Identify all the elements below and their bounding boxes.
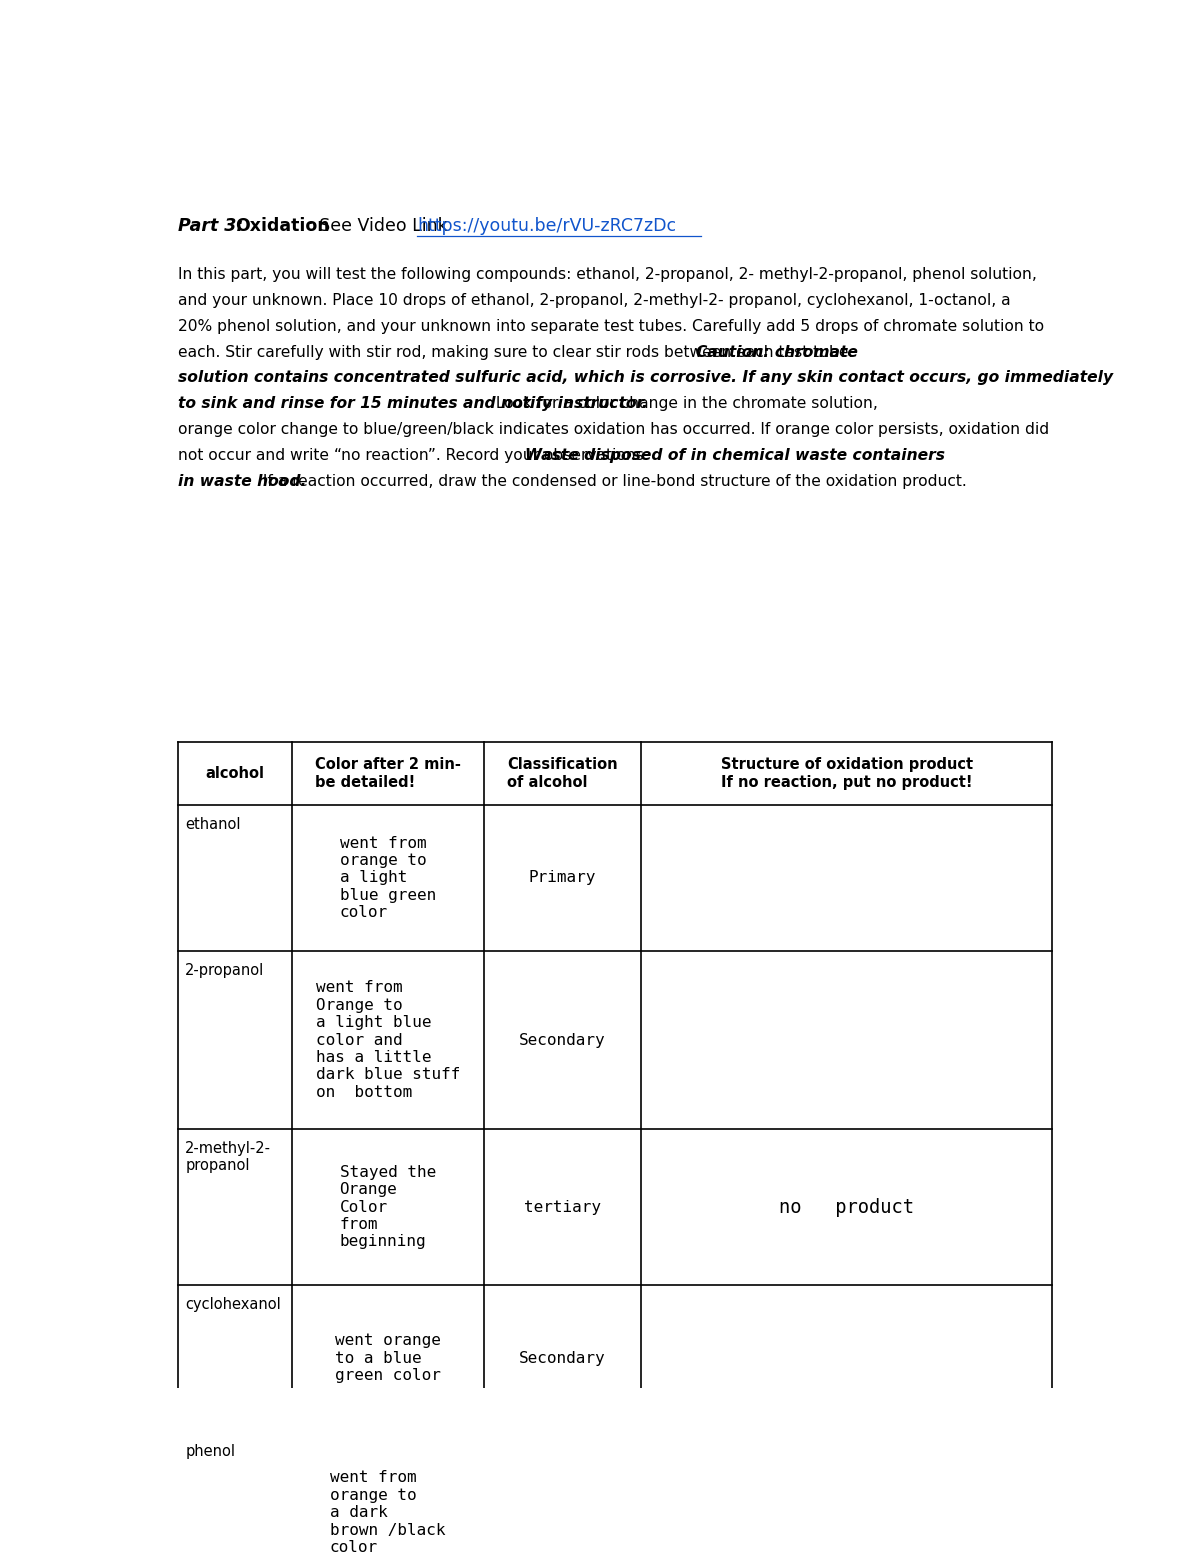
Text: Structure of oxidation product
If no reaction, put no product!: Structure of oxidation product If no rea… (721, 757, 973, 789)
Text: Secondary: Secondary (520, 1351, 606, 1367)
Text: https://youtu.be/rVU-zRC7zDc: https://youtu.be/rVU-zRC7zDc (416, 217, 676, 236)
Text: to sink and rinse for 15 minutes and notify instructor.: to sink and rinse for 15 minutes and not… (178, 396, 648, 412)
Text: 20% phenol solution, and your unknown into separate test tubes. Carefully add 5 : 20% phenol solution, and your unknown in… (178, 318, 1044, 334)
Text: tertiary: tertiary (524, 1200, 601, 1215)
Text: Waste disposed of in chemical waste containers: Waste disposed of in chemical waste cont… (526, 448, 946, 463)
Text: If a reaction occurred, draw the condensed or line-bond structure of the oxidati: If a reaction occurred, draw the condens… (258, 474, 966, 488)
Text: alcohol: alcohol (205, 766, 264, 782)
Text: went orange
to a blue
green color: went orange to a blue green color (335, 1334, 440, 1384)
Text: cyclohexanol: cyclohexanol (185, 1296, 281, 1312)
Text: 2-methyl-2-
propanol: 2-methyl-2- propanol (185, 1140, 271, 1173)
Text: orange color change to blue/green/black indicates oxidation has occurred. If ora: orange color change to blue/green/black … (178, 423, 1049, 437)
Text: solution contains concentrated sulfuric acid, which is corrosive. If any skin co: solution contains concentrated sulfuric … (178, 370, 1114, 385)
Text: and your unknown. Place 10 drops of ethanol, 2-propanol, 2-methyl-2- propanol, c: and your unknown. Place 10 drops of etha… (178, 293, 1010, 307)
Text: : See Video Link: : See Video Link (308, 217, 454, 236)
Text: Oxidation: Oxidation (235, 217, 330, 236)
Text: went from
orange to
a dark
brown /black
color: went from orange to a dark brown /black … (330, 1471, 445, 1555)
Text: Caution: chromate: Caution: chromate (696, 345, 858, 359)
Text: Part 3:: Part 3: (178, 217, 244, 236)
Text: Look for a color change in the chromate solution,: Look for a color change in the chromate … (491, 396, 878, 412)
Text: Color after 2 min-
be detailed!: Color after 2 min- be detailed! (314, 757, 461, 789)
Text: Classification
of alcohol: Classification of alcohol (508, 757, 618, 789)
Text: Stayed the
Orange
Color
from
beginning: Stayed the Orange Color from beginning (340, 1165, 436, 1250)
Text: went from
Orange to
a light blue
color and
has a little
dark blue stuff
on  bott: went from Orange to a light blue color a… (316, 980, 460, 1100)
Text: each. Stir carefully with stir rod, making sure to clear stir rods between each : each. Stir carefully with stir rod, maki… (178, 345, 858, 359)
Text: Primary: Primary (529, 870, 596, 886)
Text: no   product: no product (779, 1198, 914, 1217)
Text: went from
orange to
a light
blue green
color: went from orange to a light blue green c… (340, 836, 436, 920)
Text: in waste hood.: in waste hood. (178, 474, 306, 488)
Text: 2-propanol: 2-propanol (185, 963, 264, 978)
Text: In this part, you will test the following compounds: ethanol, 2-propanol, 2- met: In this part, you will test the followin… (178, 267, 1037, 282)
Text: ethanol: ethanol (185, 816, 241, 831)
Text: phenol: phenol (185, 1443, 235, 1459)
Bar (484, 1432, 641, 1560)
Text: not occur and write “no reaction”. Record your observations.: not occur and write “no reaction”. Recor… (178, 448, 654, 463)
Text: Secondary: Secondary (520, 1033, 606, 1048)
